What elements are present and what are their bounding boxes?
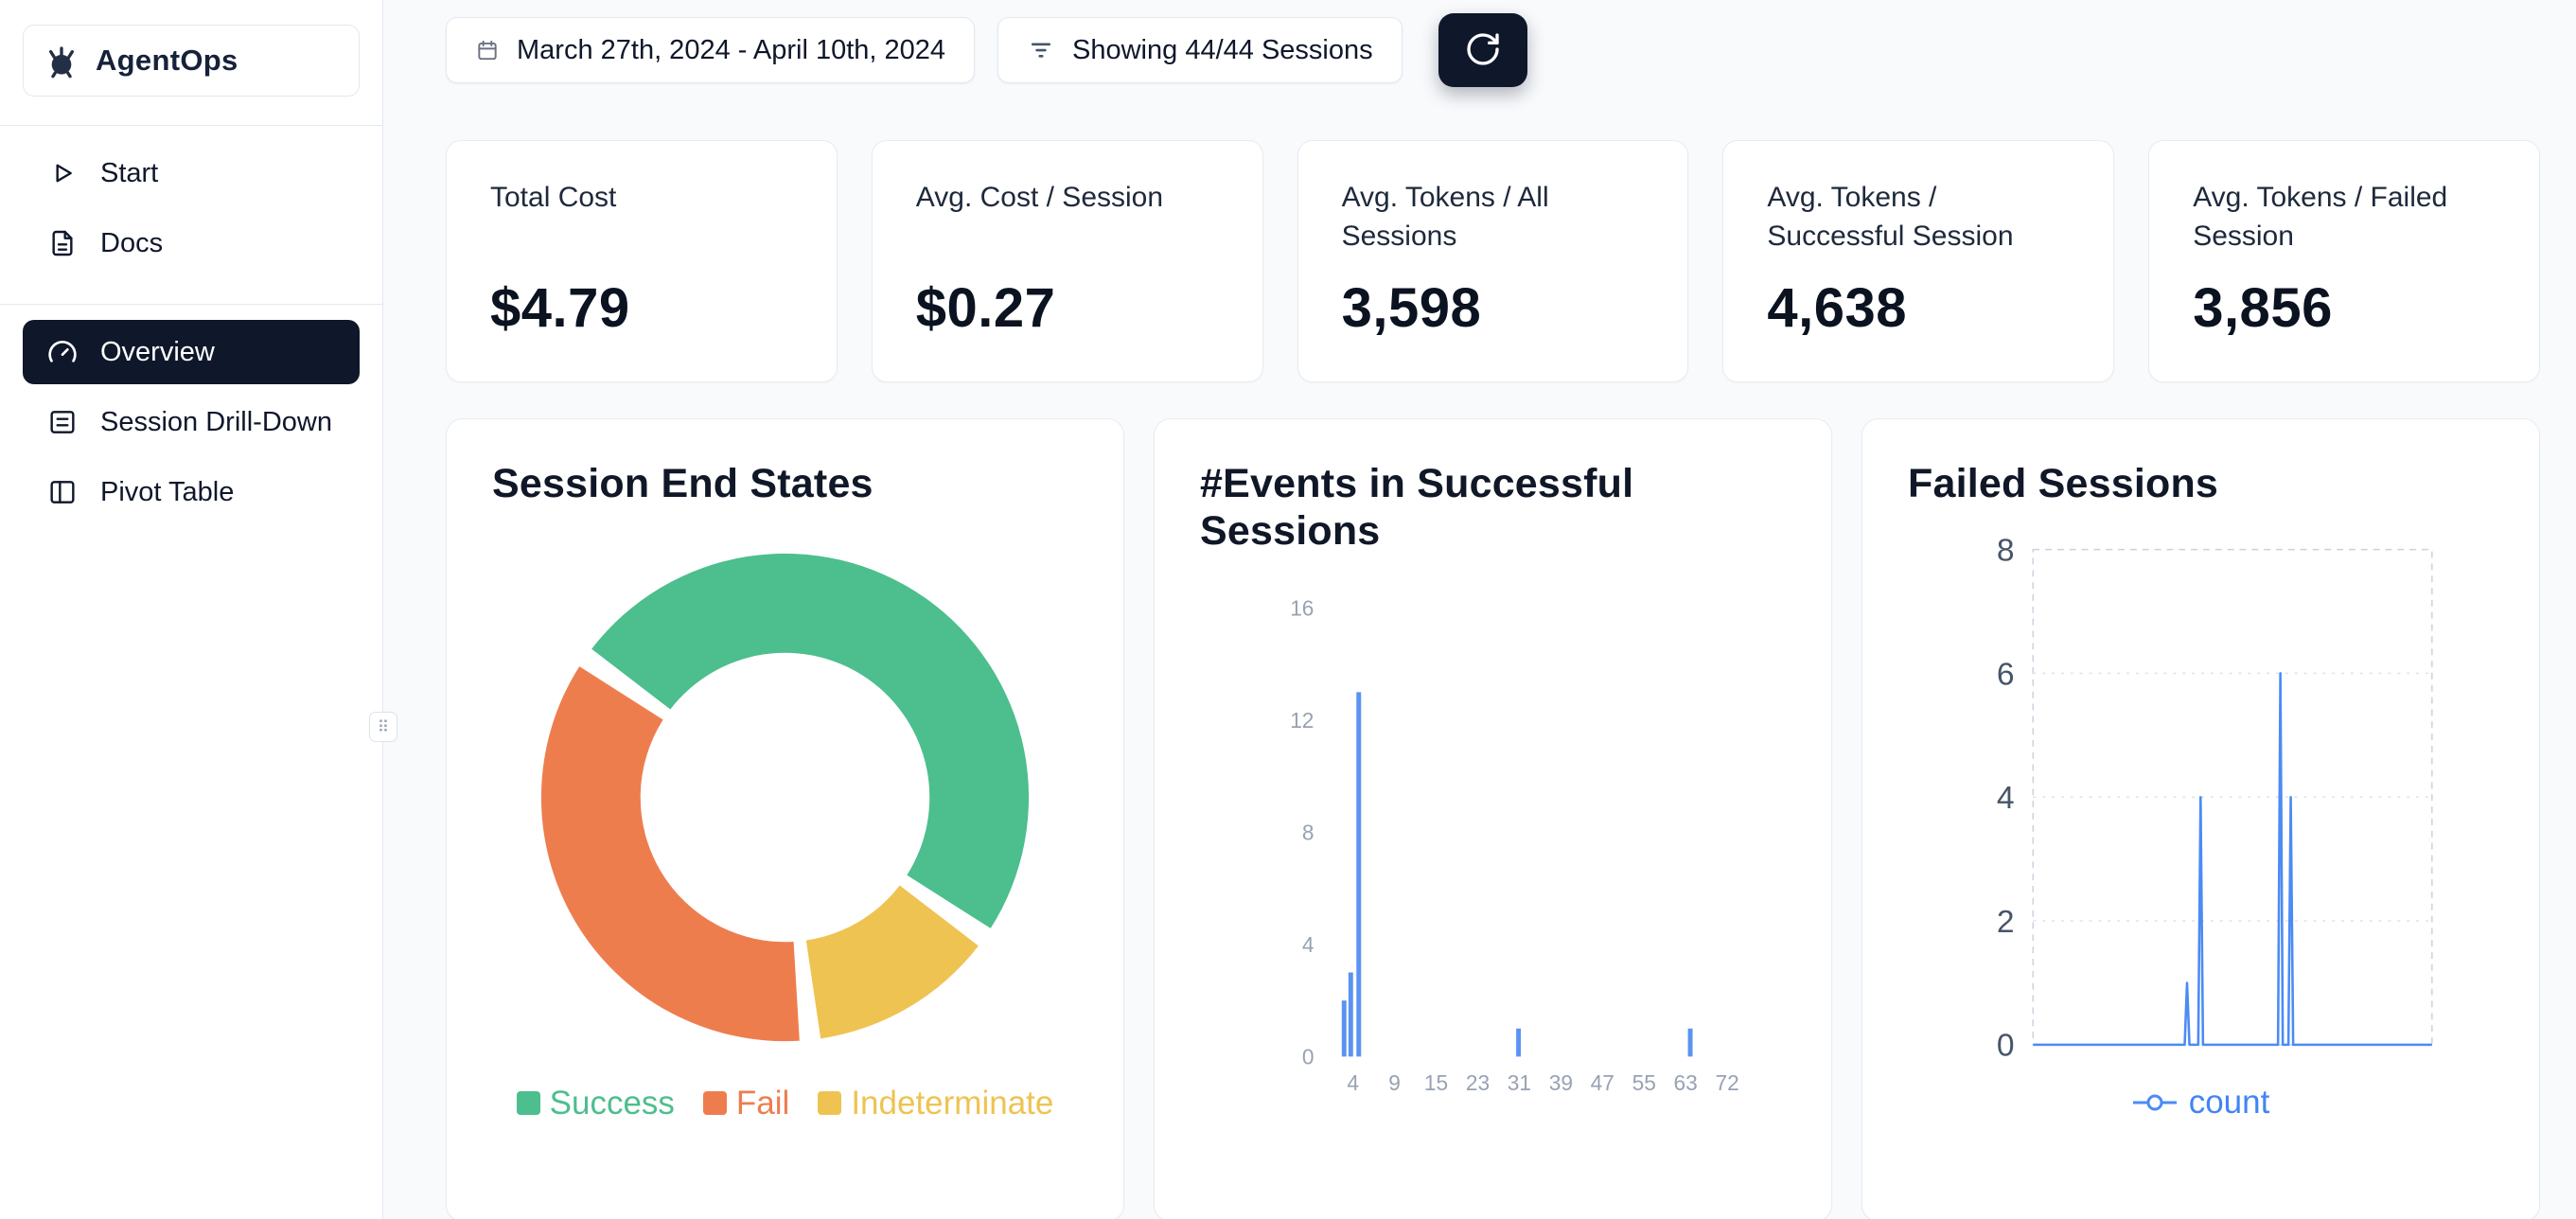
svg-text:72: 72 bbox=[1715, 1070, 1738, 1095]
refresh-button[interactable] bbox=[1438, 13, 1527, 87]
events-in-successful-sessions-card: #Events in Successful Sessions 0 4 8 12 16 4 9… bbox=[1154, 418, 1832, 1219]
stat-label: Avg. Tokens / Successful Session bbox=[1767, 182, 2014, 252]
stat-value: $0.27 bbox=[915, 277, 1056, 339]
svg-text:63: 63 bbox=[1674, 1070, 1698, 1095]
session-end-states-donut-chart bbox=[540, 553, 1030, 1041]
main-content: March 27th, 2024 - April 10th, 2024 Show… bbox=[384, 0, 2576, 1219]
svg-text:15: 15 bbox=[1424, 1070, 1448, 1095]
sidebar: AgentOps Start Docs bbox=[0, 0, 397, 1219]
play-icon bbox=[47, 158, 78, 188]
sidebar-item-session-drill-down[interactable]: Session Drill-Down bbox=[23, 390, 360, 454]
refresh-icon bbox=[1464, 30, 1502, 71]
stat-value: 4,638 bbox=[1767, 277, 1908, 339]
sidebar-item-start[interactable]: Start bbox=[23, 141, 360, 205]
svg-text:55: 55 bbox=[1632, 1070, 1656, 1095]
session-end-states-card: Session End States Success Fail Indetermin… bbox=[446, 418, 1124, 1219]
sidebar-divider-top bbox=[0, 125, 382, 126]
legend-item-fail[interactable]: Fail bbox=[702, 1084, 790, 1122]
date-range-picker[interactable]: March 27th, 2024 - April 10th, 2024 bbox=[446, 17, 976, 83]
svg-text:2: 2 bbox=[1997, 905, 2015, 940]
table-icon bbox=[47, 477, 78, 507]
sidebar-divider-bottom bbox=[0, 304, 382, 305]
sidebar-item-docs[interactable]: Docs bbox=[23, 211, 360, 275]
chart-title-events: #Events in Successful Sessions bbox=[1200, 461, 1634, 554]
count-legend-marker-icon bbox=[2132, 1094, 2177, 1111]
legend-swatch bbox=[516, 1091, 540, 1116]
failed-sessions-line-chart: 0 2 4 6 8 bbox=[1997, 533, 2433, 1064]
sidebar-item-label: Start bbox=[100, 157, 159, 188]
svg-text:6: 6 bbox=[1997, 657, 2015, 692]
grip-dots-icon: ⠿ bbox=[377, 717, 390, 736]
toolbar: March 27th, 2024 - April 10th, 2024 Show… bbox=[446, 13, 2540, 87]
stats-row: Total Cost $4.79 Avg. Cost / Session $0.… bbox=[446, 140, 2540, 382]
gauge-icon bbox=[47, 337, 78, 367]
sidebar-item-label: Pivot Table bbox=[100, 476, 235, 507]
agentops-logo-icon bbox=[43, 42, 80, 80]
svg-text:8: 8 bbox=[1997, 533, 2015, 568]
filter-icon bbox=[1027, 36, 1055, 64]
stat-value: 3,598 bbox=[1341, 277, 1482, 339]
date-range-label: March 27th, 2024 - April 10th, 2024 bbox=[517, 34, 946, 65]
svg-text:8: 8 bbox=[1302, 820, 1314, 844]
charts-row: Session End States Success Fail Indetermin… bbox=[446, 418, 2540, 1219]
sidebar-resize-handle[interactable]: ⠿ bbox=[369, 712, 397, 742]
svg-text:4: 4 bbox=[1302, 932, 1314, 957]
logo-card[interactable]: AgentOps bbox=[23, 25, 360, 97]
legend-item-indeterminate[interactable]: Indeterminate bbox=[818, 1085, 1053, 1122]
chart-title-failed-sessions: Failed Sessions bbox=[1908, 461, 2219, 506]
stat-label: Avg. Tokens / All Sessions bbox=[1341, 182, 1549, 252]
stat-card-avg-cost-session: Avg. Cost / Session $0.27 bbox=[871, 140, 1263, 382]
svg-text:0: 0 bbox=[1997, 1029, 2015, 1064]
line-chart-legend[interactable]: count bbox=[1908, 1084, 2494, 1122]
svg-text:4: 4 bbox=[1347, 1070, 1359, 1095]
svg-text:12: 12 bbox=[1290, 708, 1314, 733]
sidebar-item-label: Docs bbox=[100, 227, 164, 258]
stat-label: Avg. Cost / Session bbox=[915, 182, 1164, 213]
events-bar-chart: 0 4 8 12 16 4 9 15 23 31 39 47 55 63 72 bbox=[1290, 595, 1739, 1095]
svg-text:39: 39 bbox=[1549, 1070, 1573, 1095]
sessions-filter-label: Showing 44/44 Sessions bbox=[1072, 34, 1373, 65]
svg-text:4: 4 bbox=[1997, 781, 2015, 816]
svg-text:0: 0 bbox=[1302, 1044, 1314, 1069]
chart-title-session-end-states: Session End States bbox=[492, 461, 873, 506]
stat-value: 3,856 bbox=[2193, 277, 2333, 339]
stat-card-avg-tokens-all: Avg. Tokens / All Sessions 3,598 bbox=[1297, 140, 1689, 382]
legend-item-success[interactable]: Success bbox=[516, 1084, 675, 1122]
failed-sessions-card: Failed Sessions 0 2 4 6 8 count bbox=[1861, 418, 2540, 1219]
legend-label: Success bbox=[549, 1084, 675, 1122]
stat-value: $4.79 bbox=[490, 277, 630, 339]
sessions-filter[interactable]: Showing 44/44 Sessions bbox=[997, 17, 1403, 83]
legend-swatch bbox=[818, 1091, 842, 1116]
sidebar-item-label: Overview bbox=[100, 336, 215, 367]
legend-label: Fail bbox=[735, 1084, 790, 1122]
svg-text:31: 31 bbox=[1508, 1070, 1531, 1095]
logo-text: AgentOps bbox=[96, 44, 238, 77]
stat-label: Avg. Tokens / Failed Session bbox=[2193, 182, 2448, 252]
sidebar-item-overview[interactable]: Overview bbox=[23, 320, 360, 384]
stat-card-total-cost: Total Cost $4.79 bbox=[446, 140, 838, 382]
docs-icon bbox=[47, 228, 78, 258]
sidebar-item-pivot-table[interactable]: Pivot Table bbox=[23, 460, 360, 524]
svg-text:47: 47 bbox=[1591, 1070, 1614, 1095]
sidebar-item-label: Session Drill-Down bbox=[100, 406, 332, 437]
list-icon bbox=[47, 407, 78, 437]
legend-swatch bbox=[702, 1091, 727, 1116]
calendar-icon bbox=[475, 38, 500, 62]
stat-card-avg-tokens-failed: Avg. Tokens / Failed Session 3,856 bbox=[2148, 140, 2540, 382]
stat-label: Total Cost bbox=[490, 182, 617, 213]
count-legend-label: count bbox=[2188, 1084, 2270, 1122]
sidebar-nav: Overview Session Drill-Down bbox=[0, 320, 382, 524]
stat-card-avg-tokens-successful: Avg. Tokens / Successful Session 4,638 bbox=[1722, 140, 2115, 382]
legend-label: Indeterminate bbox=[851, 1084, 1054, 1122]
svg-text:23: 23 bbox=[1466, 1070, 1490, 1095]
svg-text:16: 16 bbox=[1290, 595, 1314, 620]
svg-text:9: 9 bbox=[1388, 1070, 1401, 1095]
donut-legend: Success Fail Indeterminate bbox=[492, 1085, 1078, 1122]
sidebar-links: Start Docs bbox=[0, 141, 382, 275]
